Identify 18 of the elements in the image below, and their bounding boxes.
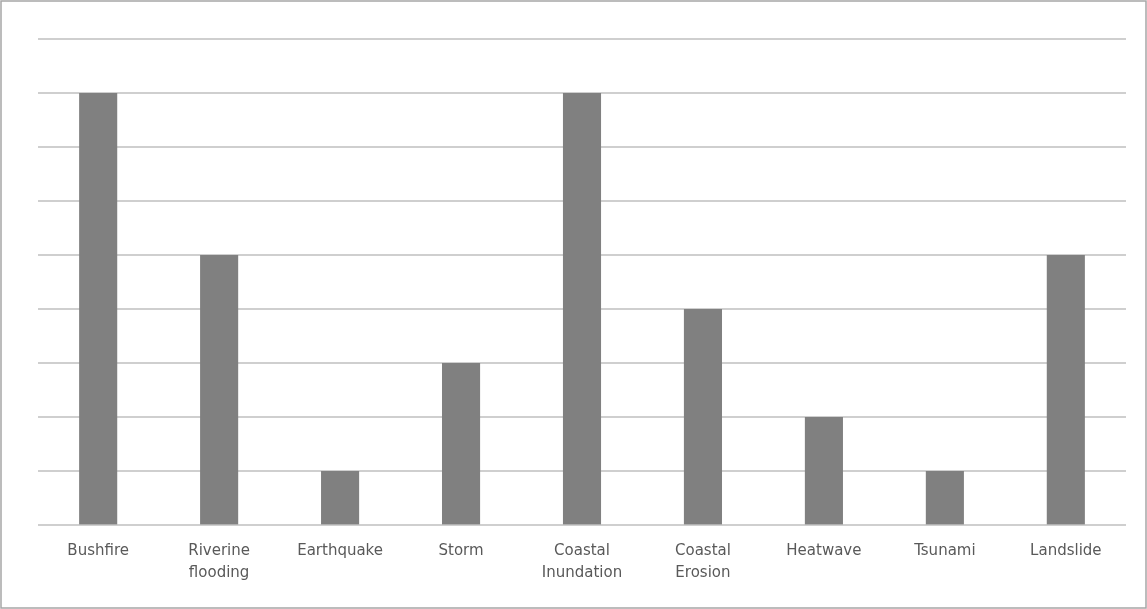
bar: [321, 471, 360, 525]
x-tick-label: Landslide: [1030, 541, 1102, 559]
x-tick-label: Coastal Erosion: [675, 541, 731, 581]
x-tick-label: Storm: [438, 541, 484, 559]
x-tick-label: Riverine flooding: [188, 541, 251, 581]
x-tick-label: Heatwave: [786, 541, 862, 559]
x-tick-label: Earthquake: [297, 541, 383, 559]
x-tick-label: Bushfire: [67, 541, 129, 559]
bar: [804, 417, 843, 525]
bar: [200, 255, 239, 525]
bar: [562, 93, 602, 525]
bar: [1046, 255, 1085, 525]
bar: [683, 309, 723, 525]
x-tick-label: Tsunami: [913, 541, 976, 559]
bar: [79, 93, 118, 525]
bar: [925, 471, 964, 525]
bar: [441, 363, 481, 525]
x-tick-label: Coastal Inundation: [541, 541, 623, 581]
